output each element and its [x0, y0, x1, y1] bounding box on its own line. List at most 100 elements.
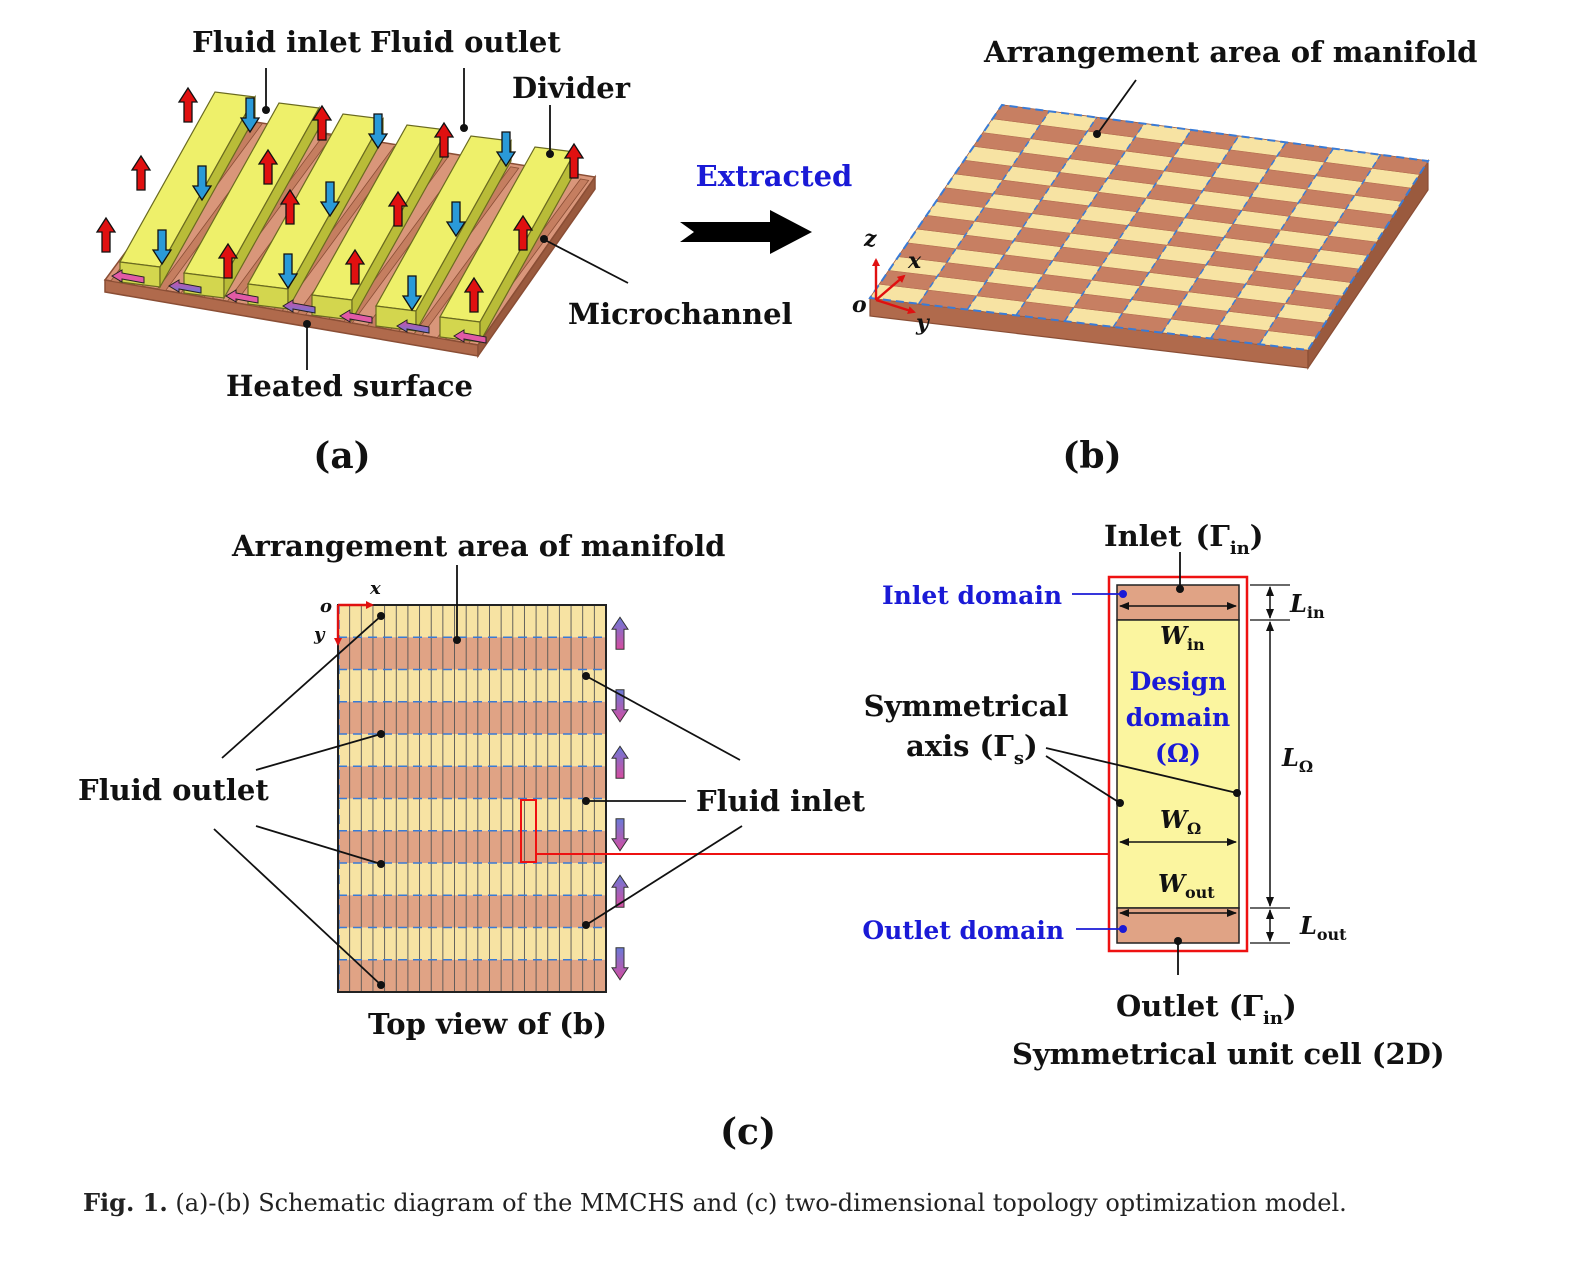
axis-z-label: z [863, 226, 877, 252]
leader-inlet-1 [585, 675, 741, 761]
label-arrangement-b: Arrangement area of manifold [983, 35, 1477, 69]
panel-a-tag: (a) [313, 435, 370, 477]
label-outlet-domain: Outlet domain [862, 916, 1064, 945]
manifold-dash [966, 117, 1098, 310]
channel-flow-arrows [111, 269, 487, 344]
label-w-omega: WΩ [1160, 805, 1201, 838]
label-sym-axis: axis (Γs) [906, 729, 1038, 769]
figure-caption: Fig. 1. (a)-(b) Schematic diagram of the… [83, 1188, 1543, 1217]
unit-cell-highlight [520, 799, 537, 863]
channel-flow-arrow-icon [168, 279, 202, 294]
label-domain: domain [1126, 703, 1230, 732]
outlet-band [338, 637, 606, 670]
extracted-arrow-group: Extracted [680, 159, 852, 254]
channel-flow-arrow-icon [396, 319, 430, 334]
leader-sym-right [1045, 747, 1238, 794]
leader-outlet-4 [213, 828, 382, 986]
arrow-down-icon [611, 818, 629, 852]
manifold-dash [918, 110, 1050, 305]
inlet-band [338, 798, 606, 831]
label-top-view: Top view of (b) [368, 1007, 607, 1041]
leader-dot [453, 636, 461, 644]
axis-x-label: x [907, 248, 922, 274]
arrow-up-icon [257, 148, 279, 185]
leader-dot [1116, 799, 1124, 807]
label-fluid-outlet-c: Fluid outlet [78, 773, 269, 807]
leader-arrangement-b [1097, 79, 1137, 134]
arrow-down-icon [367, 113, 389, 150]
axis-x-arrow [875, 274, 906, 301]
axis-o-label: o [852, 292, 867, 318]
leader-dot [540, 235, 548, 243]
arrow-up-icon [611, 616, 629, 650]
label-fluid-inlet-c: Fluid inlet [696, 784, 866, 818]
panel-b-tag: (b) [1062, 435, 1121, 477]
arrow-up-icon [344, 248, 366, 285]
manifold-dash [1112, 135, 1240, 328]
design-domain-region [1116, 619, 1240, 909]
label-fluid-inlet: Fluid inlet [192, 25, 362, 59]
arrow-up-icon [512, 214, 534, 251]
leader-dot [1119, 925, 1127, 933]
arrow-up-icon [611, 874, 629, 908]
panel-c-top-view: o x y Arrangement area of manifold Fluid… [78, 529, 1110, 1153]
arrow-down-icon [401, 275, 423, 312]
leader-dot [1233, 789, 1241, 797]
arrow-up-icon [563, 142, 585, 179]
arrow-down-icon [445, 201, 467, 238]
manifold-dash [1015, 123, 1145, 316]
label-divider: Divider [512, 71, 631, 105]
leader-dot [460, 124, 468, 132]
outlet-band [338, 895, 606, 928]
arrow-up-icon [130, 154, 152, 191]
label-inlet-domain: Inlet domain [882, 581, 1062, 610]
leader-dot [546, 150, 554, 158]
leader-microchannel [544, 239, 629, 284]
arrow-up-icon [433, 121, 455, 158]
arrow-up-icon [611, 745, 629, 779]
side-flow-arrows [611, 616, 629, 981]
leader-dot [1093, 130, 1101, 138]
leader-dot [1174, 937, 1182, 945]
flow-arrows [95, 86, 585, 313]
arrangement-area-outline [868, 103, 1430, 352]
leader-outlet-2 [255, 733, 382, 771]
heat-sink-base-side [477, 174, 596, 359]
leader-dot [377, 612, 385, 620]
channel-flow-arrow-icon [339, 309, 373, 324]
leader-dot [377, 860, 385, 868]
leader-dot [1176, 585, 1184, 593]
manifold-dash [1210, 148, 1334, 339]
panel-b-extracted: Arrangement area of manifold z x o y (b) [852, 35, 1477, 477]
channel-flow-arrow-icon [111, 269, 145, 284]
label-symmetrical: Symmetrical [864, 689, 1069, 723]
arrow-down-icon [495, 131, 517, 168]
inlet-band [338, 734, 606, 767]
arrow-down-icon [239, 97, 261, 134]
axis-y-arrow [875, 298, 916, 315]
label-outlet-gamma: Outlet (Γin) [1116, 989, 1297, 1029]
leader-dot [582, 672, 590, 680]
label-w-in: Win [1160, 621, 1205, 654]
label-fluid-outlet: Fluid outlet [370, 25, 561, 59]
outlet-band [338, 766, 606, 799]
extracted-arrow-icon [680, 210, 812, 254]
panel-a-heat-sink: Fluid inlet Fluid outlet Divider Microch… [95, 25, 793, 477]
panel-c-tag: (c) [720, 1111, 776, 1153]
inlet-band [338, 927, 606, 960]
label-l-omega: LΩ [1281, 743, 1313, 776]
manifold-dash [1258, 154, 1382, 345]
label-heated-surface: Heated surface [226, 369, 473, 403]
axis-y-label: y [915, 310, 931, 336]
inlet-band [338, 605, 606, 638]
label-extracted: Extracted [696, 159, 853, 193]
leader-inlet-3 [585, 825, 743, 926]
label-design: Design [1130, 667, 1227, 696]
leader-dot [582, 797, 590, 805]
label-unit-cell-title: Symmetrical unit cell (2D) [1012, 1037, 1445, 1071]
arrow-down-icon [191, 165, 213, 202]
manifold-dash [1064, 129, 1192, 322]
leader-dot [377, 981, 385, 989]
leader-dot [303, 320, 311, 328]
